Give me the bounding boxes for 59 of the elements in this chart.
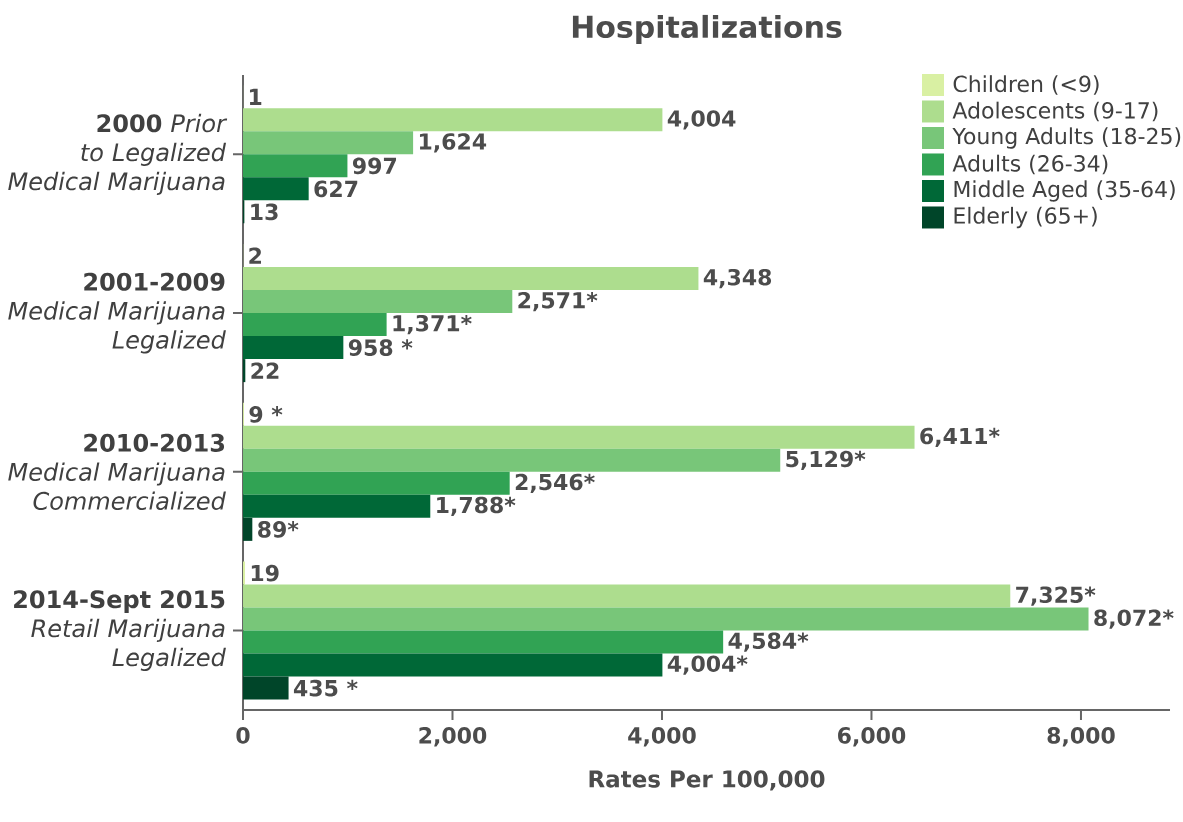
data-label: 9 * — [249, 406, 283, 423]
chart-title: Hospitalizations — [572, 14, 842, 44]
x-tick-label: 8,000 — [1047, 727, 1115, 747]
data-label: 958 * — [348, 339, 413, 356]
y-tick-label: 2000 Prior to Legalized Medical Marijuana — [8, 113, 228, 195]
legend-label: Elderly (65+) — [954, 206, 1097, 229]
bar — [243, 290, 513, 314]
data-label: 435 * — [293, 679, 358, 697]
data-label: 4,004* — [667, 655, 748, 675]
data-label: 5,129* — [786, 450, 866, 471]
bar — [243, 584, 1011, 608]
data-label: 22 — [251, 362, 279, 379]
x-tick-label: 2,000 — [419, 727, 487, 747]
data-label: 4,348 — [703, 268, 772, 289]
data-label: 7,325* — [1016, 586, 1096, 606]
bar — [243, 313, 387, 337]
y-tick-label: 2010-2013 Medical Marijuana Commercialized — [8, 433, 226, 510]
x-tick-label: 4,000 — [628, 727, 696, 747]
bar — [243, 630, 724, 654]
bar — [243, 448, 781, 472]
data-label: 8,072* — [1094, 609, 1174, 629]
bar — [243, 154, 348, 178]
data-label: 19 — [251, 564, 279, 582]
bar — [243, 607, 1089, 631]
y-tick-label: 2014-Sept 2015 Retail Marijuana Legalized — [14, 590, 226, 672]
data-label: 1,624 — [419, 133, 487, 153]
bar — [243, 517, 253, 541]
bar — [243, 336, 344, 360]
legend-label: Adults (26-34) — [952, 154, 1108, 175]
data-label: 627 — [314, 180, 358, 198]
data-label: 1,371* — [393, 314, 472, 335]
x-tick-label: 0 — [236, 727, 250, 744]
bar — [243, 108, 663, 132]
data-label: 4,584* — [728, 632, 809, 652]
bar — [243, 676, 289, 700]
bar — [243, 425, 915, 449]
data-label: 1 — [249, 88, 262, 105]
data-label: 1,788* — [437, 496, 516, 517]
x-axis-title: Rates Per 100,000 — [589, 770, 825, 791]
data-label: 4,004 — [667, 110, 736, 130]
data-label: 2,546* — [515, 473, 595, 494]
data-label: 6,411* — [920, 427, 1000, 448]
y-tick-label: 2001-2009 Medical Marijuana Legalized — [8, 272, 226, 354]
bar — [243, 267, 699, 291]
bar — [243, 177, 309, 201]
bar — [243, 131, 414, 155]
legend-label: Adolescents (9-17) — [952, 101, 1158, 122]
data-label: 2,571* — [518, 291, 598, 312]
x-tick-label: 6,000 — [838, 727, 906, 747]
bar — [243, 471, 510, 495]
legend-label: Middle Aged (35-64) — [954, 180, 1175, 202]
bar — [243, 494, 431, 518]
data-label: 89* — [258, 521, 299, 538]
legend-label: Children (<9) — [953, 75, 1099, 95]
legend-label: Young Adults (18-25) — [952, 127, 1181, 149]
data-label: 13 — [251, 203, 278, 221]
data-label: 997 — [352, 157, 397, 175]
bar — [243, 653, 663, 677]
data-label: 2 — [249, 247, 262, 264]
